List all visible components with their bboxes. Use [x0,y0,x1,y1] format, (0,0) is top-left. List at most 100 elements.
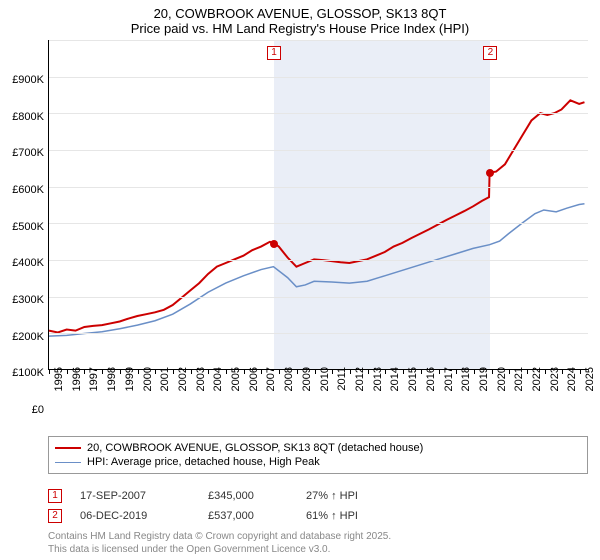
sale-price: £537,000 [208,510,288,522]
y-gridline [49,297,588,298]
x-tick-mark [315,369,316,374]
y-gridline [49,77,588,78]
x-tick-mark [84,369,85,374]
x-tick-label: 1998 [106,367,118,407]
sale-events: 1 17-SEP-2007 £345,000 27% ↑ HPI 2 06-DEC-201… [48,486,588,526]
x-tick-label: 2008 [283,367,295,407]
y-tick-label: £200K [0,331,44,343]
x-tick-label: 2014 [389,367,401,407]
y-tick-label: £800K [0,111,44,123]
x-tick-label: 1999 [124,367,136,407]
x-tick-mark [474,369,475,374]
footer-attribution: Contains HM Land Registry data © Crown c… [48,531,588,556]
legend-swatch [55,447,81,449]
x-tick-label: 2000 [142,367,154,407]
chart-area: £0£100K£200K£300K£400K£500K£600K£700K£80… [0,40,600,420]
x-tick-label: 2025 [584,367,596,407]
x-tick-mark [492,369,493,374]
y-axis-ticks: £0£100K£200K£300K£400K£500K£600K£700K£80… [0,80,48,410]
x-tick-mark [421,369,422,374]
x-tick-label: 2016 [425,367,437,407]
x-tick-mark [439,369,440,374]
y-tick-label: £100K [0,367,44,379]
legend-swatch [55,462,81,463]
sale-row-marker: 1 [48,489,62,503]
x-tick-label: 2001 [159,367,171,407]
x-tick-mark [226,369,227,374]
x-tick-label: 2021 [513,367,525,407]
chart-title-line1: 20, COWBROOK AVENUE, GLOSSOP, SK13 8QT [0,6,600,21]
sale-vs-hpi: 27% ↑ HPI [306,490,406,502]
x-tick-label: 2022 [531,367,543,407]
x-tick-mark [49,369,50,374]
x-tick-mark [120,369,121,374]
x-tick-label: 1997 [88,367,100,407]
legend-label: HPI: Average price, detached house, High… [87,456,320,468]
y-tick-label: £400K [0,257,44,269]
chart-lines-svg [49,40,588,369]
x-tick-mark [385,369,386,374]
sale-date: 06-DEC-2019 [80,510,190,522]
x-tick-mark [138,369,139,374]
x-tick-label: 2019 [478,367,490,407]
x-tick-mark [261,369,262,374]
x-tick-label: 2002 [177,367,189,407]
chart-title-line2: Price paid vs. HM Land Registry's House … [0,21,600,36]
plot-region: 1995199619971998199920002001200220032004… [48,40,588,370]
x-tick-label: 2018 [460,367,472,407]
y-gridline [49,150,588,151]
x-tick-mark [332,369,333,374]
x-tick-label: 2024 [566,367,578,407]
y-gridline [49,260,588,261]
x-tick-mark [350,369,351,374]
x-tick-label: 2009 [301,367,313,407]
x-tick-mark [580,369,581,374]
x-tick-mark [527,369,528,374]
sale-row: 206-DEC-2019£537,00061% ↑ HPI [48,506,588,526]
y-gridline [49,40,588,41]
x-tick-label: 2020 [496,367,508,407]
x-tick-label: 2013 [372,367,384,407]
x-tick-mark [403,369,404,374]
x-tick-label: 2015 [407,367,419,407]
x-tick-label: 2003 [195,367,207,407]
sale-marker-2: 2 [483,46,497,60]
y-gridline [49,333,588,334]
sale-date: 17-SEP-2007 [80,490,190,502]
x-tick-mark [297,369,298,374]
x-tick-label: 2011 [336,367,348,407]
x-tick-label: 2017 [443,367,455,407]
x-tick-mark [155,369,156,374]
x-tick-mark [368,369,369,374]
x-tick-label: 2023 [549,367,561,407]
x-tick-mark [67,369,68,374]
x-tick-mark [244,369,245,374]
legend-row: HPI: Average price, detached house, High… [55,455,581,469]
x-tick-label: 1995 [53,367,65,407]
footer-line1: Contains HM Land Registry data © Crown c… [48,531,588,544]
x-tick-label: 2012 [354,367,366,407]
x-tick-label: 2005 [230,367,242,407]
y-tick-label: £0 [0,404,44,416]
x-tick-label: 2007 [265,367,277,407]
legend-box: 20, COWBROOK AVENUE, GLOSSOP, SK13 8QT (… [48,436,588,474]
y-gridline [49,223,588,224]
y-gridline [49,187,588,188]
x-tick-mark [509,369,510,374]
x-tick-mark [562,369,563,374]
y-tick-label: £500K [0,221,44,233]
sale-row: 1 17-SEP-2007 £345,000 27% ↑ HPI [48,486,588,506]
sale-row-marker: 2 [48,509,62,523]
sale-dot [270,240,278,248]
x-tick-label: 2006 [248,367,260,407]
x-tick-mark [208,369,209,374]
x-tick-mark [102,369,103,374]
legend-label: 20, COWBROOK AVENUE, GLOSSOP, SK13 8QT (… [87,442,423,454]
y-tick-label: £300K [0,294,44,306]
sale-price: £345,000 [208,490,288,502]
x-tick-label: 2004 [212,367,224,407]
x-tick-mark [191,369,192,374]
sale-marker-1: 1 [267,46,281,60]
y-gridline [49,113,588,114]
legend-row: 20, COWBROOK AVENUE, GLOSSOP, SK13 8QT (… [55,441,581,455]
